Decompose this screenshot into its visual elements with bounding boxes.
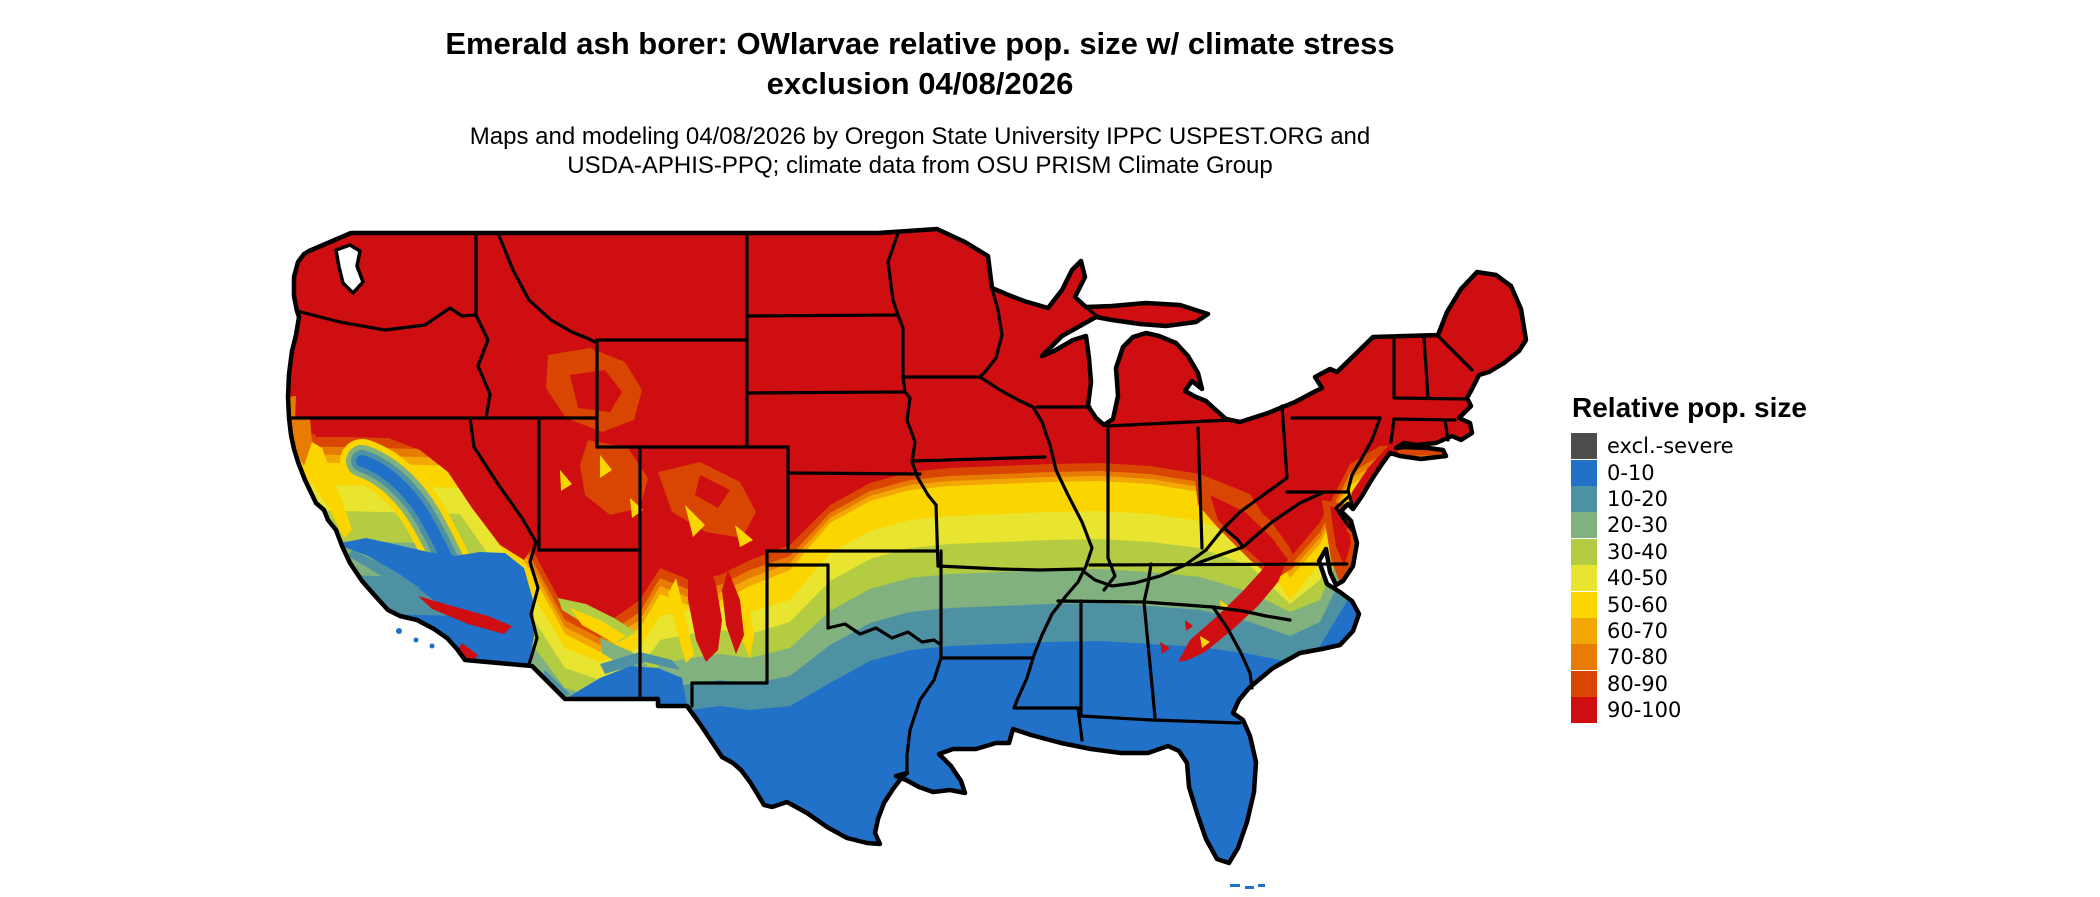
legend-item: 60-70 [1571,617,1807,644]
legend-swatch-50-60 [1571,591,1597,618]
legend-item: 50-60 [1571,591,1807,618]
legend-swatch-excl-severe [1571,433,1597,460]
legend-item: 80-90 [1571,670,1807,697]
offshore-islands [396,628,1265,889]
legend-label: 0-10 [1607,460,1655,485]
legend-item: 20-30 [1571,512,1807,539]
legend-item: 30-40 [1571,538,1807,565]
legend-label: 90-100 [1607,698,1682,723]
legend-label: 70-80 [1607,645,1669,670]
state-borders [287,231,1474,775]
legend-label: excl.-severe [1607,434,1734,459]
legend-swatch-10-20 [1571,485,1597,512]
subtitle-line-2: USDA-APHIS-PPQ; climate data from OSU PR… [567,152,1273,179]
conus-outline [285,226,1529,866]
puget-sound [334,243,365,295]
legend-title: Relative pop. size [1572,392,1807,423]
legend-swatch-90-100 [1571,697,1597,724]
legend-label: 20-30 [1607,513,1669,538]
legend-label: 10-20 [1607,486,1669,511]
legend-swatch-40-50 [1571,565,1597,592]
legend-swatch-70-80 [1571,644,1597,671]
chart-subtitle: Maps and modeling 04/08/2026 by Oregon S… [0,122,1840,180]
legend: Relative pop. size excl.-severe 0-10 10-… [1571,392,1807,724]
legend-item: 70-80 [1571,644,1807,671]
legend-label: 30-40 [1607,539,1669,564]
legend-label: 80-90 [1607,671,1669,696]
legend-label: 60-70 [1607,618,1669,643]
chart-title: Emerald ash borer: OWlarvae relative pop… [0,24,1840,104]
title-line-2: exclusion 04/08/2026 [766,66,1074,101]
legend-item: 10-20 [1571,485,1807,512]
title-line-1: Emerald ash borer: OWlarvae relative pop… [445,26,1395,61]
subtitle-line-1: Maps and modeling 04/08/2026 by Oregon S… [469,123,1371,150]
legend-label: 50-60 [1607,592,1669,617]
legend-swatch-20-30 [1571,512,1597,539]
legend-swatch-80-90 [1571,670,1597,697]
legend-item: 0-10 [1571,459,1807,486]
legend-swatch-0-10 [1571,459,1597,486]
legend-item: excl.-severe [1571,433,1807,460]
legend-item: 40-50 [1571,565,1807,592]
legend-swatch-60-70 [1571,617,1597,644]
legend-label: 40-50 [1607,566,1669,591]
legend-swatch-30-40 [1571,538,1597,565]
legend-items: excl.-severe 0-10 10-20 20-30 30-40 40-5… [1571,433,1807,724]
legend-item: 90-100 [1571,697,1807,724]
